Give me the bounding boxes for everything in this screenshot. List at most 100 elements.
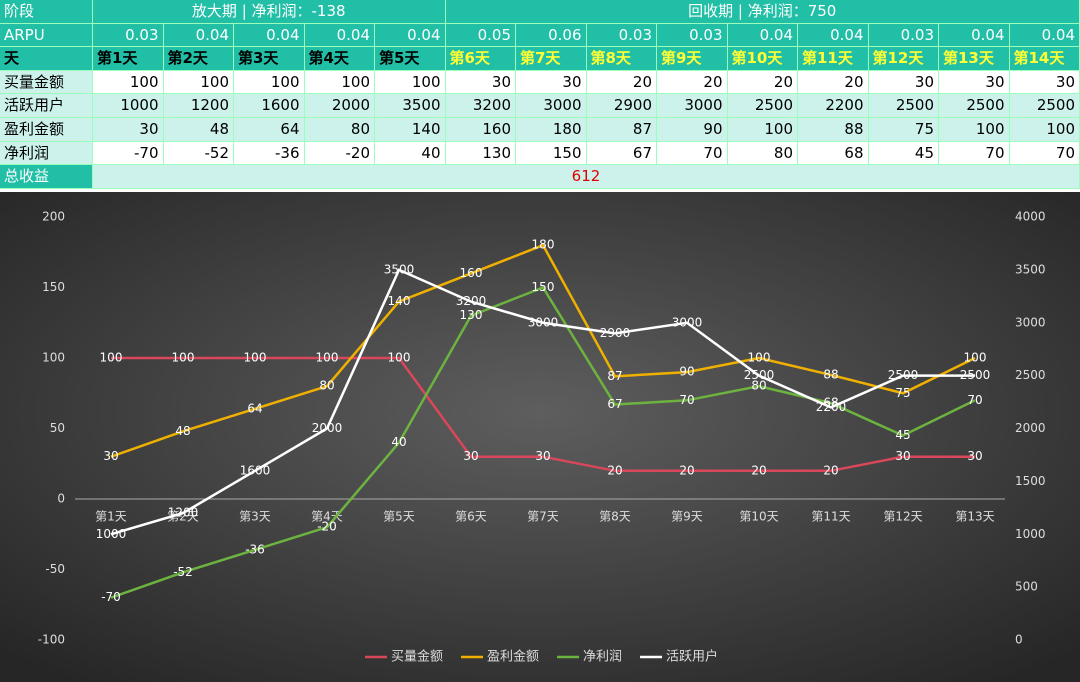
data-label: 140 <box>388 294 411 308</box>
table-cell: 活跃用户 <box>0 94 93 118</box>
data-label: 48 <box>175 424 190 438</box>
table-cell: 30 <box>516 70 587 95</box>
table-cell: 2500 <box>1009 94 1080 118</box>
table-cell: 68 <box>798 141 869 166</box>
table-cell: 第12天 <box>868 47 939 71</box>
table-cell: 160 <box>445 118 516 142</box>
x-tick-label: 第3天 <box>239 510 271 524</box>
data-label: 1000 <box>96 527 127 541</box>
table-cell: 盈利金额 <box>0 118 93 142</box>
y-tick-label: -50 <box>45 562 65 576</box>
table-cell: 20 <box>798 70 869 95</box>
table-cell: 100 <box>304 70 375 95</box>
table-cell: 1000 <box>93 94 164 118</box>
x-tick-label: 第10天 <box>739 510 778 524</box>
table-cell: 第13天 <box>939 47 1010 71</box>
data-label: -70 <box>101 590 121 604</box>
table-cell: 第1天 <box>93 47 164 71</box>
data-label: 40 <box>391 435 406 449</box>
y2-tick-label: 3000 <box>1015 315 1046 329</box>
x-tick-label: 第4天 <box>311 510 343 524</box>
y-tick-label: -100 <box>38 633 65 647</box>
table-cell: 3000 <box>657 94 728 118</box>
table-cell: 87 <box>586 118 657 142</box>
table-cell: 48 <box>163 118 234 142</box>
table-cell: 30 <box>868 70 939 95</box>
data-label: 3200 <box>456 294 487 308</box>
data-label: 90 <box>679 365 694 379</box>
table-cell: 2500 <box>868 94 939 118</box>
legend-label: 买量金额 <box>391 649 443 665</box>
x-tick-label: 第5天 <box>383 510 415 524</box>
table-cell: 1200 <box>163 94 234 118</box>
x-tick-label: 第7天 <box>527 510 559 524</box>
data-label: 80 <box>751 379 766 393</box>
y2-tick-label: 1000 <box>1015 527 1046 541</box>
table-cell: 88 <box>798 118 869 142</box>
table-cell: 0.04 <box>163 23 234 48</box>
data-label: 3000 <box>672 315 703 329</box>
table-cell: 0.03 <box>868 23 939 48</box>
table-cell: 2200 <box>798 94 869 118</box>
table-cell: 90 <box>657 118 728 142</box>
table-cell: 140 <box>375 118 446 142</box>
data-label: 100 <box>388 351 411 365</box>
data-label: -36 <box>245 542 265 556</box>
table-cell: 30 <box>445 70 516 95</box>
table-cell: 0.04 <box>234 23 305 48</box>
table-cell: 20 <box>586 70 657 95</box>
table-cell: -70 <box>93 141 164 166</box>
data-label: 2500 <box>744 368 775 382</box>
data-label: 80 <box>319 379 334 393</box>
data-label: 3500 <box>384 262 415 276</box>
data-label: 20 <box>751 463 766 477</box>
table-cell: 2900 <box>586 94 657 118</box>
data-label: 70 <box>679 393 694 407</box>
data-label: 100 <box>748 351 771 365</box>
x-tick-label: 第13天 <box>955 510 994 524</box>
table-cell: 0.04 <box>1009 23 1080 48</box>
y2-tick-label: 2000 <box>1015 421 1046 435</box>
table-cell: 回收期 | 净利润：750 <box>445 0 1080 24</box>
x-tick-label: 第11天 <box>811 510 850 524</box>
table-cell: 100 <box>163 70 234 95</box>
table-cell: 阶段 <box>0 0 93 24</box>
data-label: 1600 <box>240 463 271 477</box>
table-cell: 第14天 <box>1009 47 1080 71</box>
table-cell: 净利润 <box>0 141 93 166</box>
data-label: 88 <box>823 367 838 381</box>
table-cell: -52 <box>163 141 234 166</box>
x-tick-label: 第1天 <box>95 510 127 524</box>
y-tick-label: 150 <box>42 280 65 294</box>
series-line <box>110 268 975 536</box>
data-label: 70 <box>967 393 982 407</box>
table-cell: 0.04 <box>798 23 869 48</box>
x-tick-label: 第8天 <box>599 510 631 524</box>
table-cell: 第4天 <box>304 47 375 71</box>
data-label: 100 <box>316 351 339 365</box>
data-label: 2200 <box>816 400 847 414</box>
table-cell: 0.04 <box>939 23 1010 48</box>
table-cell: 买量金额 <box>0 70 93 95</box>
table-cell: 150 <box>516 141 587 166</box>
data-label: 100 <box>172 351 195 365</box>
data-label: 180 <box>532 238 555 252</box>
table-cell: 总收益 <box>0 165 93 189</box>
data-label: 100 <box>964 351 987 365</box>
table-cell: 130 <box>445 141 516 166</box>
table-cell: 天 <box>0 47 93 71</box>
data-label: 2000 <box>312 421 343 435</box>
table-cell: 第2天 <box>163 47 234 71</box>
table-cell: 0.04 <box>375 23 446 48</box>
data-label: 64 <box>247 401 262 415</box>
table-cell: 第3天 <box>234 47 305 71</box>
table-cell: 0.03 <box>657 23 728 48</box>
table-cell: 30 <box>1009 70 1080 95</box>
legend-label: 净利润 <box>583 650 622 665</box>
data-label: 45 <box>895 428 910 442</box>
table-cell: 20 <box>727 70 798 95</box>
table-cell: ARPU <box>0 23 93 48</box>
table-cell: 3500 <box>375 94 446 118</box>
table-cell: 70 <box>939 141 1010 166</box>
